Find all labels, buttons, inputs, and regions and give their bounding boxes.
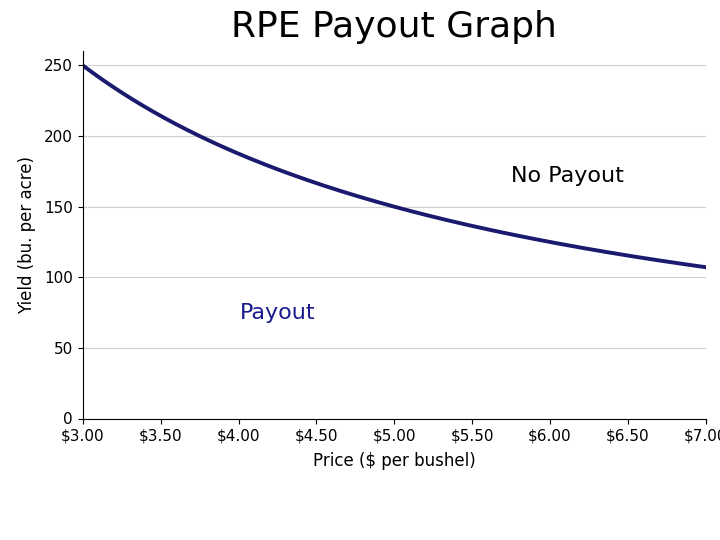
Text: No Payout: No Payout [511,166,624,186]
Text: Payout: Payout [240,302,315,322]
Text: Ag Decision Maker: Ag Decision Maker [518,497,709,515]
Text: Extension and Outreach/Department of Economics: Extension and Outreach/Department of Eco… [11,517,310,530]
Y-axis label: Yield (bu. per acre): Yield (bu. per acre) [18,156,36,314]
X-axis label: Price ($ per bushel): Price ($ per bushel) [312,451,476,470]
Text: IOWA STATE UNIVERSITY: IOWA STATE UNIVERSITY [11,477,320,497]
Title: RPE Payout Graph: RPE Payout Graph [231,10,557,44]
